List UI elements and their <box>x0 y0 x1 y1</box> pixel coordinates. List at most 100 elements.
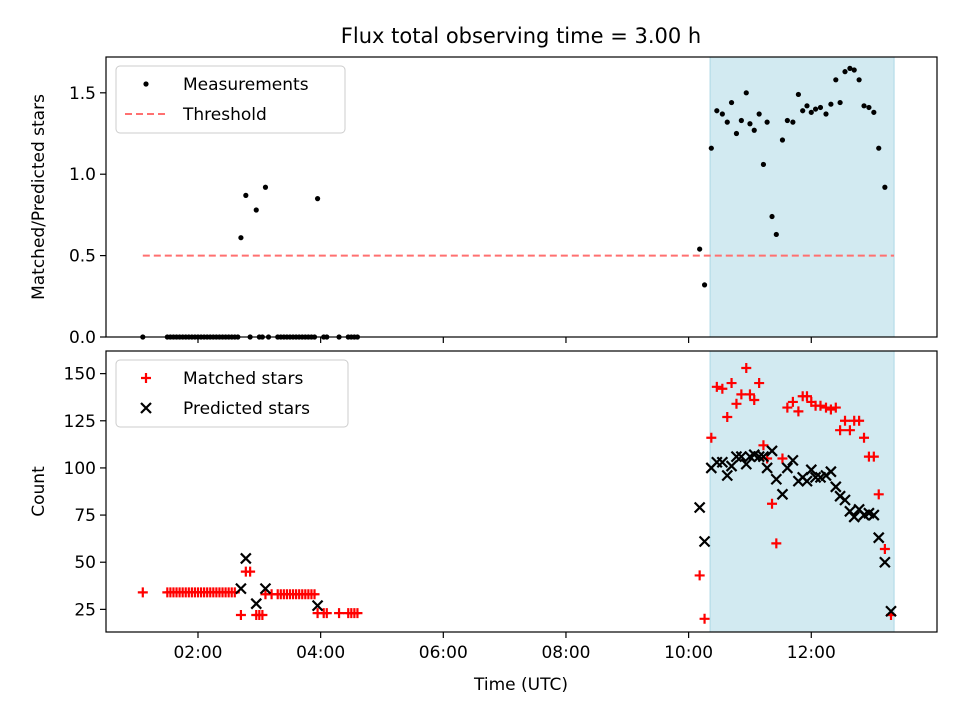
data-point <box>861 103 867 109</box>
data-point <box>784 117 790 124</box>
data-point <box>879 556 891 568</box>
data-point <box>751 127 757 133</box>
data-point <box>137 587 148 598</box>
bottom-panel: 25 50 75 100 125 150 02:00 04:00 06:00 08:00 10:00… <box>29 350 938 663</box>
x-axis-label: Time (UTC) <box>473 675 568 695</box>
y-tick-label: 50 <box>74 553 96 573</box>
y-tick-label: 1.0 <box>69 165 96 185</box>
data-point <box>800 108 806 114</box>
data-point <box>804 103 810 109</box>
data-point <box>698 535 711 548</box>
data-point <box>776 488 789 501</box>
data-point <box>773 231 779 238</box>
data-point <box>757 450 770 463</box>
y-tick-label: 1.5 <box>69 84 96 104</box>
data-point <box>352 608 363 619</box>
data-point <box>309 589 320 600</box>
data-point <box>738 117 744 124</box>
data-point <box>311 599 324 612</box>
data-point <box>743 90 749 96</box>
data-point <box>825 404 836 415</box>
legend-box <box>115 65 346 134</box>
data-point <box>744 389 755 400</box>
data-point <box>240 552 252 565</box>
data-point <box>717 383 728 394</box>
data-point <box>243 192 249 198</box>
y-tick-label: 125 <box>64 412 96 432</box>
data-point <box>238 235 244 241</box>
data-point <box>699 613 710 624</box>
data-point <box>257 610 268 621</box>
data-point <box>735 450 748 463</box>
data-point <box>866 104 872 111</box>
data-point <box>724 119 730 125</box>
data-point <box>726 378 737 389</box>
data-point <box>801 475 813 487</box>
data-point <box>825 465 837 478</box>
data-point <box>693 501 706 514</box>
y-tick-label: 0.5 <box>69 247 96 267</box>
data-point <box>725 460 738 472</box>
data-point <box>839 494 851 506</box>
axes-frame <box>105 56 938 338</box>
legend-box <box>115 359 349 428</box>
y-tick-label: 75 <box>74 506 96 526</box>
data-point <box>754 378 765 389</box>
data-point <box>736 389 747 400</box>
data-point <box>728 99 735 106</box>
legend-marker <box>140 402 152 414</box>
data-point <box>766 445 778 457</box>
data-point <box>823 111 829 117</box>
data-point <box>847 65 853 71</box>
legend-marker <box>143 81 149 87</box>
data-point <box>868 509 880 521</box>
data-point <box>787 396 798 407</box>
data-point <box>828 101 834 107</box>
data-point <box>882 184 888 190</box>
data-point <box>694 570 705 581</box>
data-point <box>830 481 842 493</box>
legend-label: Measurements <box>183 75 309 95</box>
data-point <box>708 145 714 151</box>
x-tick-label: 04:00 <box>296 643 345 663</box>
data-point <box>235 610 246 621</box>
data-point <box>767 498 778 509</box>
data-point <box>871 109 877 115</box>
data-point <box>259 582 272 595</box>
legend-label: Threshold <box>182 105 267 125</box>
data-point <box>250 597 263 610</box>
data-point <box>859 432 870 443</box>
data-point <box>760 161 767 168</box>
data-point <box>777 453 788 464</box>
y-tick-label: 150 <box>64 365 96 385</box>
data-point <box>722 412 733 423</box>
x-tick-label: 10:00 <box>664 643 713 663</box>
series-measurements <box>140 65 888 340</box>
y-axis-label: Matched/Predicted stars <box>29 94 49 300</box>
data-point <box>868 451 879 462</box>
data-point <box>771 538 782 549</box>
data-point <box>808 109 814 115</box>
data-point <box>879 544 890 555</box>
data-point <box>758 440 769 451</box>
x-tick-label: 08:00 <box>541 643 590 663</box>
data-point <box>731 398 742 409</box>
data-point <box>842 69 848 75</box>
data-point <box>820 402 831 413</box>
data-point <box>730 450 743 463</box>
data-point <box>740 458 753 470</box>
data-point <box>854 415 865 426</box>
data-point <box>856 77 862 83</box>
data-point <box>701 282 708 288</box>
data-point <box>245 566 256 577</box>
data-point <box>848 511 860 523</box>
data-point <box>876 145 882 151</box>
top-panel: 0.0 0.5 1.0 1.5 Matched/Predicted stars Measu… <box>29 56 938 348</box>
data-point <box>747 121 753 127</box>
data-point <box>314 196 321 202</box>
data-point <box>749 395 760 406</box>
y-tick-label: 25 <box>74 600 96 620</box>
data-point <box>851 67 857 73</box>
data-point <box>873 489 884 500</box>
